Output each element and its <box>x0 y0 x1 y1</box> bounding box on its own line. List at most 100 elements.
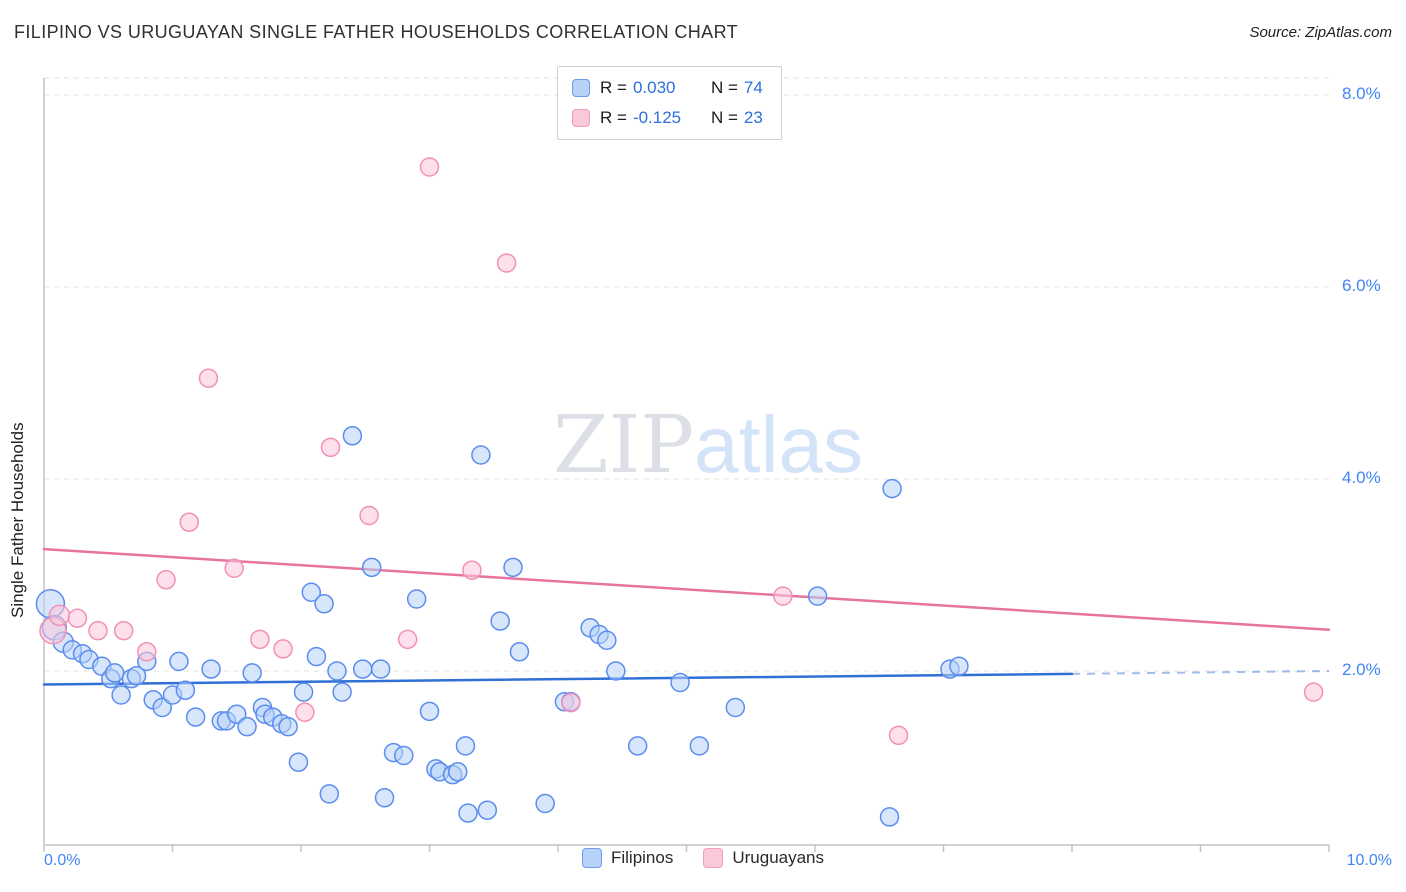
point-filipinos <box>152 697 172 718</box>
filipinos-swatch-icon <box>572 79 590 97</box>
point-uruguayans <box>137 642 157 662</box>
point-filipinos <box>227 704 247 724</box>
point-filipinos <box>332 682 352 702</box>
point-uruguayans <box>295 702 315 723</box>
x-axis-min-label: 0.0% <box>44 852 81 869</box>
point-filipinos <box>201 659 221 679</box>
point-uruguayans <box>1303 682 1324 702</box>
point-filipinos <box>185 707 206 727</box>
point-filipinos <box>169 651 189 672</box>
point-filipinos <box>306 646 327 667</box>
point-uruguayans <box>888 725 909 746</box>
point-uruguayans <box>320 437 341 458</box>
point-filipinos <box>342 426 363 446</box>
point-filipinos <box>374 787 395 808</box>
point-filipinos <box>175 680 196 700</box>
point-filipinos <box>503 557 523 578</box>
point-filipinos <box>477 800 498 820</box>
point-filipinos <box>509 642 530 662</box>
point-filipinos <box>237 716 257 737</box>
point-uruguayans <box>250 629 270 650</box>
point-uruguayans <box>113 620 134 641</box>
point-filipinos <box>490 611 510 631</box>
trend-line-uruguayans <box>42 547 1331 631</box>
point-uruguayans <box>88 620 108 641</box>
point-filipinos <box>242 663 262 683</box>
point-filipinos <box>879 807 900 827</box>
point-filipinos <box>293 682 314 702</box>
n-label: N = <box>710 78 738 97</box>
point-uruguayans <box>462 560 482 580</box>
watermark: ZIPatlas <box>553 398 863 491</box>
legend-item-uruguayans: Uruguayans <box>703 848 824 868</box>
uruguayans-swatch-icon <box>572 109 590 127</box>
y-tick-label-8: 8.0% <box>1342 84 1381 103</box>
point-filipinos <box>319 784 340 804</box>
legend-item-filipinos: Filipinos <box>581 848 673 868</box>
r-value: 0.030 <box>632 78 676 97</box>
point-filipinos <box>448 762 468 782</box>
point-filipinos <box>104 663 125 683</box>
trend-line-extension-filipinos <box>1071 670 1330 675</box>
legend-row-uruguayans: R = -0.125 N = 23 <box>572 105 763 131</box>
page-title: FILIPINO VS URUGUAYAN SINGLE FATHER HOUS… <box>14 22 739 42</box>
y-axis-title: Single Father Households <box>8 422 27 618</box>
point-filipinos <box>882 478 902 499</box>
point-uruguayans <box>179 512 199 532</box>
legend-label: Uruguayans <box>732 848 825 867</box>
r-value: -0.125 <box>632 108 682 127</box>
trend-line-filipinos <box>42 672 1074 686</box>
point-filipinos <box>807 586 828 606</box>
point-uruguayans <box>48 604 71 627</box>
point-uruguayans <box>273 639 293 659</box>
point-filipinos <box>458 803 478 823</box>
point-filipinos <box>535 793 555 814</box>
point-filipinos <box>327 661 347 681</box>
uruguayans-swatch-icon <box>703 848 724 868</box>
point-uruguayans <box>496 253 517 273</box>
legend-row-filipinos: R = 0.030 N = 74 <box>572 75 763 101</box>
point-filipinos <box>301 582 322 603</box>
x-axis-max-label: 10.0% <box>1346 852 1392 869</box>
point-filipinos <box>288 752 309 772</box>
point-uruguayans <box>224 558 244 579</box>
point-filipinos <box>314 594 334 614</box>
point-uruguayans <box>359 505 379 526</box>
correlation-legend: R = 0.030 N = 74 R = -0.125 N = 23 <box>557 66 782 140</box>
point-uruguayans <box>156 570 176 590</box>
r-label: R = <box>600 78 627 97</box>
point-filipinos <box>126 666 147 686</box>
n-label: N = <box>710 108 738 127</box>
point-filipinos <box>627 736 648 756</box>
y-tick-label-2: 2.0% <box>1342 660 1381 679</box>
r-label: R = <box>600 108 627 127</box>
point-filipinos <box>471 445 491 465</box>
point-filipinos <box>111 685 131 705</box>
y-tick-label-4: 4.0% <box>1342 468 1381 487</box>
n-value: 23 <box>743 108 763 127</box>
point-uruguayans <box>419 157 440 177</box>
point-filipinos <box>949 656 969 676</box>
point-filipinos <box>597 630 617 651</box>
point-filipinos <box>419 701 440 722</box>
point-uruguayans <box>67 608 88 628</box>
point-filipinos <box>689 736 710 756</box>
point-filipinos <box>361 557 382 578</box>
point-uruguayans <box>198 368 219 388</box>
point-filipinos <box>725 697 746 718</box>
point-filipinos <box>670 672 690 693</box>
point-filipinos <box>394 745 414 766</box>
point-filipinos <box>455 736 476 756</box>
y-tick-label-6: 6.0% <box>1342 276 1381 295</box>
point-filipinos <box>352 659 373 679</box>
source-attribution: Source: ZipAtlas.com <box>1249 24 1392 41</box>
point-filipinos <box>370 659 391 679</box>
point-filipinos <box>278 716 298 737</box>
series-legend: Filipinos Uruguayans <box>0 848 1406 868</box>
point-uruguayans <box>773 586 793 606</box>
point-uruguayans <box>397 629 418 650</box>
n-value: 74 <box>743 78 763 97</box>
point-uruguayans <box>561 692 581 713</box>
